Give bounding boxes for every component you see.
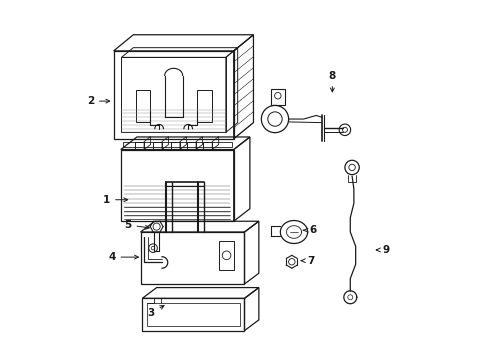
Text: 1: 1: [102, 195, 127, 205]
Text: 3: 3: [147, 306, 163, 318]
Text: 6: 6: [303, 225, 316, 235]
Text: 2: 2: [86, 96, 109, 106]
Text: 9: 9: [376, 245, 389, 255]
Text: 5: 5: [124, 220, 149, 230]
Text: 8: 8: [328, 71, 335, 92]
Text: 4: 4: [108, 252, 138, 262]
Text: 7: 7: [301, 256, 314, 266]
